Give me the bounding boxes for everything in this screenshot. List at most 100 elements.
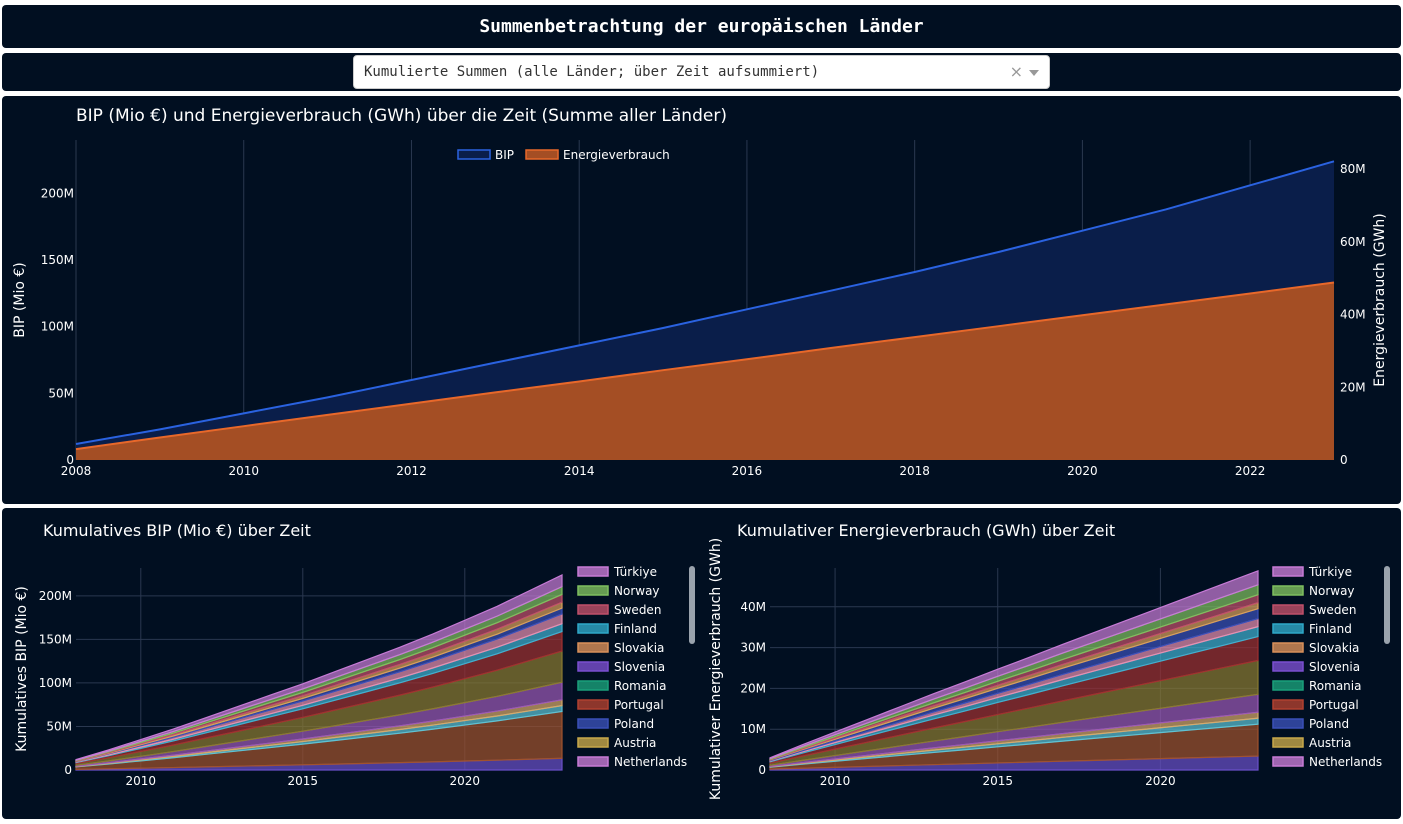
y-tick-label: 30M — [740, 641, 766, 655]
legend-label-finland: Finland — [1309, 622, 1352, 636]
chart-title: Kumulativer Energieverbrauch (GWh) über … — [737, 521, 1115, 540]
legend-swatch — [577, 623, 609, 634]
legend-label-turkiye: Türkiye — [1308, 565, 1352, 579]
legend-label-romania: Romania — [1309, 679, 1361, 693]
y-tick-label: 0 — [64, 763, 72, 777]
y-axis-label: Kumulatives BIP (Mio €) — [14, 586, 30, 752]
legend-swatch — [1272, 604, 1304, 615]
legend-label-bip: BIP — [495, 148, 514, 162]
x-tick-label: 2010 — [126, 774, 157, 788]
page-title: Summenbetrachtung der europäischen Lände… — [479, 16, 924, 37]
legend-swatch — [577, 718, 609, 729]
view-mode-dropdown[interactable]: Kumulierte Summen (alle Länder; über Zei… — [353, 55, 1050, 89]
legend-label-austria: Austria — [1309, 736, 1351, 750]
stacked-area-layer — [769, 569, 1259, 760]
x-tick-label: 2008 — [61, 464, 92, 478]
legend-label-romania: Romania — [614, 679, 666, 693]
legend-label-norway: Norway — [1309, 584, 1355, 598]
legend-swatch — [1272, 699, 1304, 710]
legend-label-slovakia: Slovakia — [614, 641, 664, 655]
chart-title: BIP (Mio €) und Energieverbrauch (GWh) ü… — [76, 106, 727, 126]
bip-line — [75, 160, 1335, 445]
y-tick-label: 10M — [740, 722, 766, 736]
legend-label-turkiye: Türkiye — [613, 565, 657, 579]
cumulative-energy-chart: 0 10M 20M 30M 40M 2010 2015 2020 Kumulativer Ene… — [708, 521, 1382, 800]
legend-label-slovenia: Slovenia — [1309, 660, 1360, 674]
legend-swatch — [1272, 737, 1304, 748]
y-tick-label: 0 — [758, 763, 766, 777]
y2-tick-label: 60M — [1340, 235, 1366, 249]
legend-label-netherlands: Netherlands — [1309, 755, 1382, 769]
legend-swatch — [1272, 718, 1304, 729]
y-tick-label: 50M — [46, 719, 72, 733]
legend-swatch — [1272, 623, 1304, 634]
legend-label-netherlands: Netherlands — [614, 755, 687, 769]
legend-label-energieverbrauch: Energieverbrauch — [563, 148, 670, 162]
y2-tick-label: 80M — [1340, 162, 1366, 176]
legend-scrollbar-right[interactable] — [1384, 566, 1390, 644]
legend-label-portugal: Portugal — [1309, 698, 1359, 712]
x-tick-label: 2020 — [1067, 464, 1098, 478]
y-tick-label: 50M — [48, 386, 74, 400]
legend-swatch — [1272, 642, 1304, 653]
y-tick-label: 150M — [39, 632, 72, 646]
clear-icon[interactable]: × — [1009, 62, 1023, 81]
x-tick-label: 2020 — [450, 774, 481, 788]
x-tick-label: 2010 — [228, 464, 259, 478]
total-chart: 2008 2010 2012 2014 2016 2018 2020 2022 0 50M 100M… — [12, 106, 1388, 478]
legend-scrollbar-left[interactable] — [689, 566, 695, 644]
x-tick-label: 2010 — [820, 774, 851, 788]
stacked-area-layer — [75, 574, 563, 761]
legend-label-finland: Finland — [614, 622, 657, 636]
legend-label-poland: Poland — [1309, 717, 1349, 731]
legend-swatch — [1272, 756, 1304, 767]
y-tick-label: 100M — [39, 676, 72, 690]
y2-axis-label: Energieverbrauch (GWh) — [1372, 213, 1388, 387]
legend-swatch — [457, 149, 491, 160]
legend-swatch — [577, 604, 609, 615]
energy-area — [76, 282, 1334, 460]
legend-label-portugal: Portugal — [614, 698, 664, 712]
y-tick-label: 20M — [740, 681, 766, 695]
legend-swatch — [577, 737, 609, 748]
legend-swatch — [577, 661, 609, 672]
y2-tick-label: 0 — [1340, 453, 1348, 467]
legend-swatch — [1272, 585, 1304, 596]
legend-swatch — [577, 756, 609, 767]
legend-label-austria: Austria — [614, 736, 656, 750]
legend-swatch — [1272, 566, 1304, 577]
x-tick-label: 2014 — [564, 464, 595, 478]
y-tick-label: 150M — [41, 253, 74, 267]
legend-swatch — [577, 566, 609, 577]
chart-title: Kumulatives BIP (Mio €) über Zeit — [43, 521, 311, 540]
legend-swatch — [577, 642, 609, 653]
legend-label-norway: Norway — [614, 584, 660, 598]
energy-line — [75, 281, 1335, 451]
legend-swatch — [577, 585, 609, 596]
x-tick-label: 2012 — [396, 464, 427, 478]
legend-swatch — [577, 699, 609, 710]
x-tick-label: 2018 — [899, 464, 930, 478]
cumulative-bip-chart: 0 50M 100M 150M 200M 2010 2015 2020 Kumulatives … — [14, 521, 687, 788]
x-tick-label: 2022 — [1235, 464, 1266, 478]
x-tick-label: 2015 — [982, 774, 1013, 788]
legend-swatch — [525, 149, 559, 160]
legend-label-sweden: Sweden — [614, 603, 661, 617]
y-tick-label: 200M — [41, 186, 74, 200]
x-tick-label: 2020 — [1145, 774, 1176, 788]
header-bar: Summenbetrachtung der europäischen Lände… — [2, 5, 1401, 48]
y-axis-label: BIP (Mio €) — [12, 262, 28, 337]
legend-label-slovakia: Slovakia — [1309, 641, 1359, 655]
top-chart-panel: 2008 2010 2012 2014 2016 2018 2020 2022 0 50M 100M… — [2, 96, 1401, 504]
legend-label-poland: Poland — [614, 717, 654, 731]
y-tick-label: 40M — [740, 600, 766, 614]
x-tick-label: 2016 — [732, 464, 763, 478]
y-tick-label: 0 — [66, 453, 74, 467]
dropdown-selected-value: Kumulierte Summen (alle Länder; über Zei… — [364, 64, 820, 80]
bottom-chart-panel: 0 50M 100M 150M 200M 2010 2015 2020 Kumulatives … — [2, 508, 1401, 819]
y2-tick-label: 20M — [1340, 380, 1366, 394]
x-tick-label: 2015 — [288, 774, 319, 788]
legend-label-sweden: Sweden — [1309, 603, 1356, 617]
chevron-down-icon[interactable] — [1029, 70, 1039, 76]
y-tick-label: 100M — [41, 320, 74, 334]
